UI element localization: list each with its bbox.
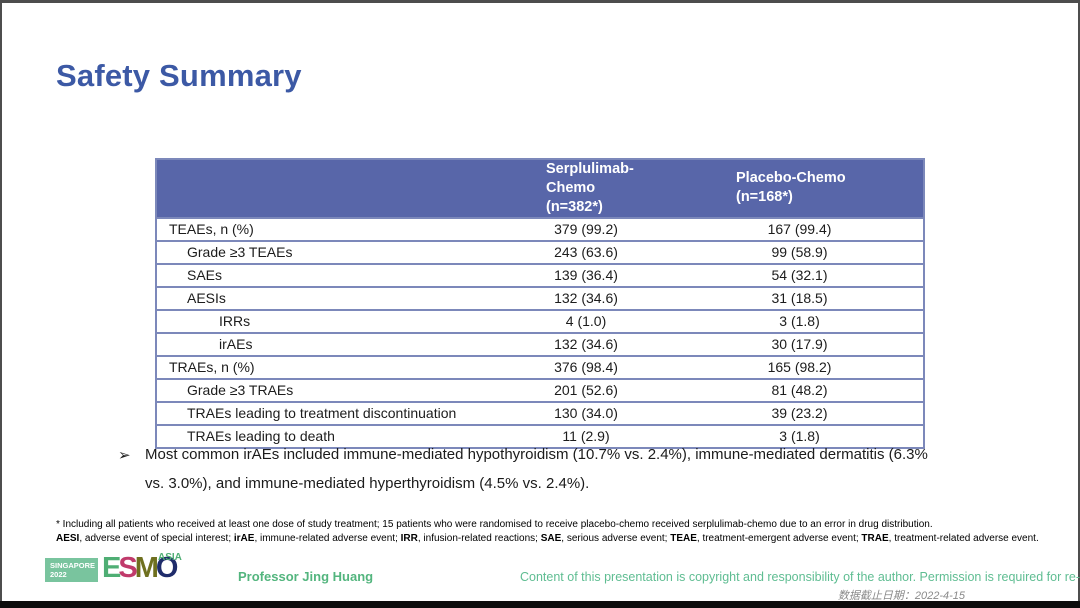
page-title: Safety Summary [56, 58, 302, 93]
header-serplulimab-n: (n=382*) [546, 198, 603, 215]
placebo-value: 3 (1.8) [779, 313, 820, 330]
table-row: SAEs 139 (36.4) 54 (32.1) [156, 263, 924, 287]
table-row: irAEs 132 (34.6) 30 (17.9) [156, 332, 924, 356]
serplulimab-value: 11 (2.9) [562, 428, 610, 445]
badge-line1: SINGAPORE [50, 561, 96, 570]
bullet-text: Most common irAEs included immune-mediat… [145, 446, 928, 492]
esmo-wordmark: ESMO [102, 552, 178, 584]
table-row: AESIs 132 (34.6) 31 (18.5) [156, 286, 924, 310]
serplulimab-value: 376 (98.4) [554, 359, 618, 376]
row-label: TEAEs, n (%) [169, 221, 254, 238]
serplulimab-value: 130 (34.0) [554, 405, 618, 422]
singapore-2022-badge: SINGAPORE 2022 [45, 558, 98, 582]
safety-table-body: TEAEs, n (%) 379 (99.2) 167 (99.4) Grade ≥3… [156, 217, 924, 448]
row-label: AESIs [187, 290, 226, 307]
bullet-point: ➢ Most common irAEs included immune-medi… [118, 441, 943, 498]
serplulimab-value: 379 (99.2) [554, 221, 618, 238]
serplulimab-value: 139 (36.4) [554, 267, 618, 284]
footnotes: * Including all patients who received at… [56, 518, 1068, 545]
placebo-value: 31 (18.5) [771, 290, 828, 307]
placebo-value: 3 (1.8) [779, 428, 820, 445]
slide-left-border [0, 0, 2, 608]
bullet-arrow-icon: ➢ [118, 446, 131, 464]
row-label: TRAEs, n (%) [169, 359, 255, 376]
serplulimab-value: 132 (34.6) [554, 290, 618, 307]
table-row: TRAEs leading to treatment discontinuati… [156, 401, 924, 425]
row-label: TRAEs leading to treatment discontinuati… [187, 405, 457, 422]
esmo-letter: E [102, 552, 121, 584]
esmo-letter: M [134, 552, 159, 584]
placebo-value: 54 (32.1) [771, 267, 828, 284]
footnote-abbreviations: AESI, adverse event of special interest;… [56, 532, 1039, 544]
serplulimab-value: 243 (63.6) [554, 244, 618, 261]
row-label: irAEs [219, 336, 253, 353]
table-header-row: Serplulimab-Chemo (n=382*) Placebo-Chemo… [156, 159, 924, 218]
header-serplulimab-name: Serplulimab-Chemo [546, 161, 634, 196]
table-row: Grade ≥3 TRAEs 201 (52.6) 81 (48.2) [156, 378, 924, 402]
table-row: IRRs 4 (1.0) 3 (1.8) [156, 309, 924, 333]
row-label: Grade ≥3 TRAEs [187, 382, 294, 399]
header-placebo-name: Placebo-Chemo [736, 170, 846, 187]
placebo-value: 30 (17.9) [771, 336, 828, 353]
copyright-notice: Content of this presentation is copyrigh… [520, 570, 1080, 584]
table-row: TRAEs leading to death 11 (2.9) 3 (1.8) [156, 424, 924, 448]
esmo-letter: S [118, 552, 137, 584]
slide-right-border [1078, 0, 1080, 608]
table-row: Grade ≥3 TEAEs 243 (63.6) 99 (58.9) [156, 240, 924, 264]
serplulimab-value: 4 (1.0) [565, 313, 607, 330]
placebo-value: 39 (23.2) [771, 405, 828, 422]
header-empty-cell [156, 159, 496, 218]
slide-bottom-border [0, 601, 1080, 608]
row-label: TRAEs leading to death [187, 428, 335, 445]
data-cutoff-date: 数据截止日期：2022-4-15 [837, 590, 965, 602]
table-row: TRAEs, n (%) 376 (98.4) 165 (98.2) [156, 355, 924, 379]
row-label: SAEs [187, 267, 223, 284]
row-label: Grade ≥3 TEAEs [187, 244, 293, 261]
header-placebo-chemo: Placebo-Chemo (n=168*) [676, 159, 924, 218]
placebo-value: 165 (98.2) [767, 359, 832, 376]
table-row: TEAEs, n (%) 379 (99.2) 167 (99.4) [156, 217, 924, 241]
badge-line2: 2022 [50, 570, 67, 579]
header-placebo-n: (n=168*) [736, 189, 793, 206]
header-serplulimab-chemo: Serplulimab-Chemo (n=382*) [496, 159, 676, 218]
esmo-letter: O [155, 552, 178, 584]
row-label: IRRs [219, 313, 251, 330]
serplulimab-value: 201 (52.6) [554, 382, 618, 399]
safety-summary-table: Serplulimab-Chemo (n=382*) Placebo-Chemo… [155, 158, 925, 449]
presenter-name: Professor Jing Huang [238, 569, 374, 584]
placebo-value: 81 (48.2) [771, 382, 828, 399]
placebo-value: 99 (58.9) [771, 244, 828, 261]
footnote-asterisk: * Including all patients who received at… [56, 519, 933, 530]
serplulimab-value: 132 (34.6) [554, 336, 618, 353]
slide-top-border [0, 0, 1080, 3]
esmo-asia-label: ASIA [158, 552, 182, 563]
placebo-value: 167 (99.4) [767, 221, 832, 238]
